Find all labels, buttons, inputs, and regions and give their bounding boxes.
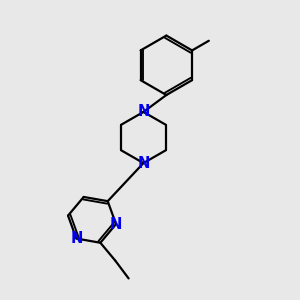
Text: N: N [137, 104, 150, 119]
Text: N: N [70, 231, 82, 246]
Text: N: N [137, 156, 150, 171]
Text: N: N [110, 217, 122, 232]
